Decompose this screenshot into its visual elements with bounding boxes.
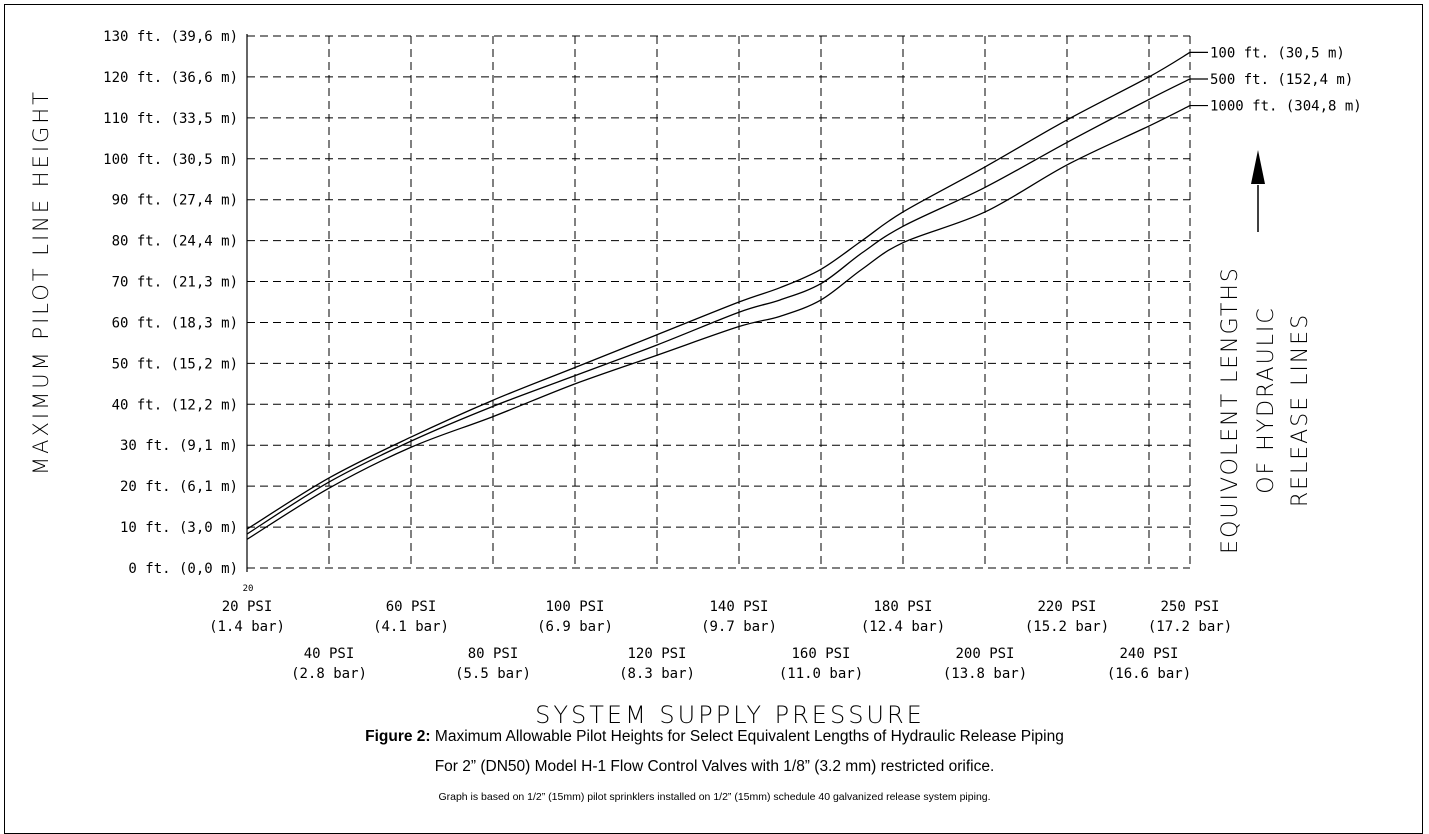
figure-label: Figure 2: — [365, 728, 431, 745]
x-tick-label: 250 PSI — [1160, 599, 1219, 615]
series-line — [246, 104, 1191, 540]
pilot-height-chart: 0 ft. (0,0 m) 10 ft. (3,0 m) 20 ft. (6,1 m… — [29, 29, 1362, 729]
x-tick-sublabel: (12.4 bar) — [861, 619, 945, 635]
y-tick-label: 40 ft. (12,2 m) — [112, 397, 238, 413]
y-tick-label: 110 ft. (33,5 m) — [103, 111, 238, 127]
x-tick-label: 100 PSI — [545, 599, 604, 615]
x-tick-label: 140 PSI — [709, 599, 768, 615]
x-tick-label: 160 PSI — [791, 646, 850, 662]
x-tick-label: 200 PSI — [955, 646, 1014, 662]
y-tick-label: 80 ft. (24,4 m) — [112, 234, 238, 250]
x-tick-label: 240 PSI — [1119, 646, 1178, 662]
y-tick-label: 90 ft. (27,4 m) — [112, 193, 238, 209]
y-axis-title: MAXIMUM PILOT LINE HEIGHT — [29, 89, 53, 475]
series-label: 100 ft. (30,5 m) — [1210, 45, 1345, 61]
figure-caption-title: Figure 2: Maximum Allowable Pilot Height… — [0, 728, 1429, 746]
x-tick-sublabel: (9.7 bar) — [701, 619, 777, 635]
y-tick-label: 70 ft. (21,3 m) — [112, 275, 238, 291]
x-tick-label: 60 PSI — [386, 599, 437, 615]
x-tick-label: 20 PSI — [222, 599, 273, 615]
series-line — [246, 51, 1191, 530]
x-axis-title: SYSTEM SUPPLY PRESSURE — [535, 701, 925, 729]
y-tick-label: 10 ft. (3,0 m) — [120, 520, 238, 536]
right-axis-title-line: OF HYDRAULIC — [1254, 306, 1279, 494]
y-tick-label: 60 ft. (18,3 m) — [112, 315, 238, 331]
series-label: 500 ft. (152,4 m) — [1210, 72, 1353, 88]
x-tick-sublabel: (2.8 bar) — [291, 666, 367, 682]
caption-line-2: For 2” (DN50) Model H-1 Flow Control Val… — [434, 758, 995, 775]
y-tick-label: 30 ft. (9,1 m) — [120, 438, 238, 454]
x-tick-label: 40 PSI — [304, 646, 355, 662]
y-tick-label: 130 ft. (39,6 m) — [103, 29, 238, 45]
right-axis-title-line: RELEASE LINES — [1288, 313, 1313, 507]
y-tick-label: 0 ft. (0,0 m) — [128, 561, 238, 577]
x-origin-mark: 20 — [243, 584, 254, 594]
x-tick-label: 220 PSI — [1037, 599, 1096, 615]
x-tick-sublabel: (16.6 bar) — [1107, 666, 1191, 682]
x-tick-label: 120 PSI — [627, 646, 686, 662]
x-tick-label: 80 PSI — [468, 646, 519, 662]
y-tick-label: 50 ft. (15,2 m) — [112, 356, 238, 372]
x-tick-label: 180 PSI — [873, 599, 932, 615]
x-tick-sublabel: (5.5 bar) — [455, 666, 531, 682]
caption-line-1: Maximum Allowable Pilot Heights for Sele… — [434, 728, 1064, 745]
caption-line-3: Graph is based on 1/2” (15mm) pilot spri… — [438, 791, 991, 803]
series-label: 1000 ft. (304,8 m) — [1210, 99, 1362, 115]
arrow-up-icon — [1251, 150, 1265, 184]
y-tick-label: 100 ft. (30,5 m) — [103, 152, 238, 168]
x-tick-sublabel: (17.2 bar) — [1148, 619, 1232, 635]
right-axis-title-line: EQUIVOLENT LENGTHS — [1218, 266, 1243, 554]
y-tick-label: 20 ft. (6,1 m) — [120, 479, 238, 495]
y-tick-label: 120 ft. (36,6 m) — [103, 70, 238, 86]
x-tick-sublabel: (8.3 bar) — [619, 666, 695, 682]
x-tick-sublabel: (11.0 bar) — [779, 666, 863, 682]
x-tick-sublabel: (4.1 bar) — [373, 619, 449, 635]
series-line — [246, 78, 1191, 535]
x-tick-sublabel: (6.9 bar) — [537, 619, 613, 635]
x-tick-sublabel: (1.4 bar) — [209, 619, 285, 635]
x-tick-sublabel: (15.2 bar) — [1025, 619, 1109, 635]
x-tick-sublabel: (13.8 bar) — [943, 666, 1027, 682]
